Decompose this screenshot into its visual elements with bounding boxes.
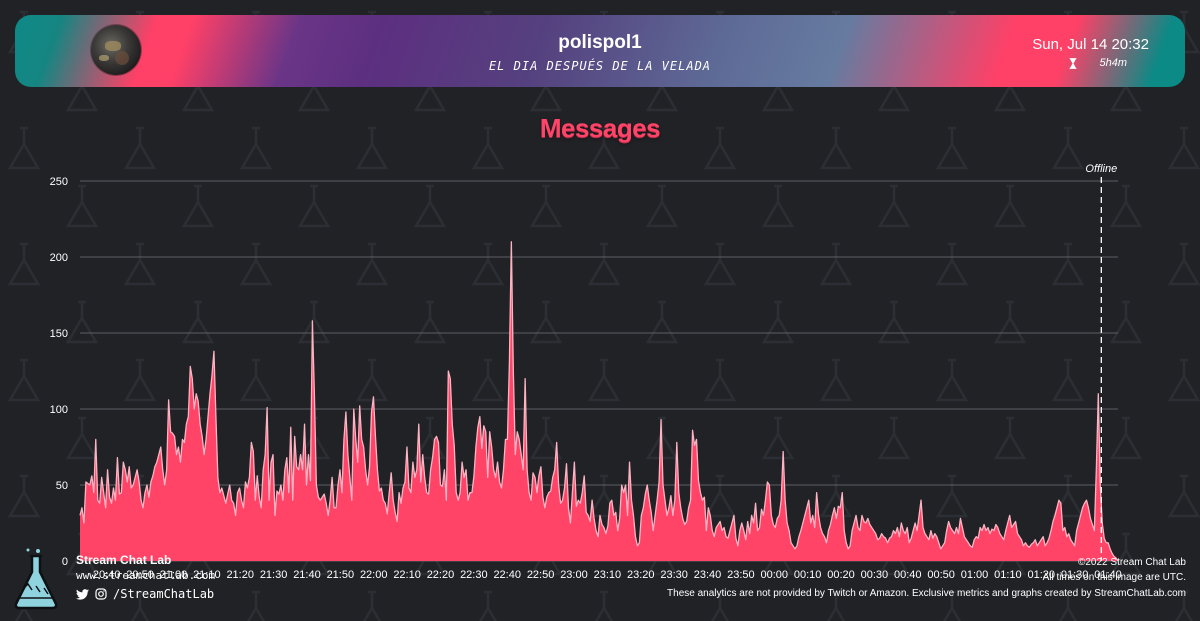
social-links: /StreamChatLab [76, 587, 214, 601]
x-tick-label: 00:40 [894, 569, 922, 581]
x-tick-label: 01:40 [1094, 569, 1122, 581]
x-tick-label: 01:00 [961, 569, 989, 581]
x-tick-label: 21:30 [260, 569, 288, 581]
offline-label: Offline [1085, 163, 1117, 175]
y-tick-label: 50 [56, 480, 68, 492]
x-tick-label: 22:30 [460, 569, 488, 581]
x-tick-label: 23:40 [694, 569, 722, 581]
x-tick-label: 22:10 [393, 569, 421, 581]
timezone-note: All times on this image are UTC. [1042, 572, 1186, 583]
x-tick-label: 23:20 [627, 569, 655, 581]
stream-title: EL DIA DESPUÉS DE LA VELADA [488, 59, 712, 73]
x-tick-label: 22:20 [427, 569, 455, 581]
brand-name: Stream Chat Lab [76, 553, 172, 567]
x-tick-label: 22:40 [493, 569, 521, 581]
x-tick-label: 00:00 [760, 569, 788, 581]
x-tick-label: 23:10 [594, 569, 622, 581]
hourglass-icon [1069, 58, 1077, 69]
x-tick-label: 21:10 [193, 569, 221, 581]
x-tick-label: 23:00 [560, 569, 588, 581]
x-tick-label: 01:30 [1061, 569, 1089, 581]
copyright: ©2022 Stream Chat Lab [1078, 557, 1186, 568]
x-tick-label: 20:50 [126, 569, 154, 581]
stream-date: Sun, Jul 14 20:32 [1032, 36, 1149, 53]
disclaimer: These analytics are not provided by Twit… [667, 588, 1186, 599]
channel-avatar [91, 25, 141, 75]
channel-name: polispol1 [558, 32, 642, 53]
messages-line [79, 241, 1119, 562]
stream-duration: 5h4m [1099, 57, 1127, 69]
x-axis: 20:40 20:50 21:00 21:10 21:20 21:30 21:40 21:50… [93, 569, 1122, 581]
instagram-icon[interactable] [95, 588, 107, 600]
grid-lines [80, 180, 1118, 562]
x-tick-label: 21:40 [293, 569, 321, 581]
area-series [79, 241, 1119, 562]
y-axis: 0 50 100 150 200 250 [50, 176, 68, 568]
x-tick-label: 00:50 [927, 569, 955, 581]
messages-area [80, 241, 1118, 562]
y-tick-label: 100 [50, 404, 68, 416]
x-tick-label: 00:20 [827, 569, 855, 581]
x-tick-label: 00:30 [861, 569, 889, 581]
brand-url[interactable]: www.streamchatlab.com [76, 569, 216, 582]
x-tick-label: 21:00 [160, 569, 188, 581]
x-tick-label: 23:30 [660, 569, 688, 581]
social-handle[interactable]: /StreamChatLab [113, 587, 215, 601]
x-tick-label: 21:20 [226, 569, 254, 581]
x-tick-label: 20:40 [93, 569, 121, 581]
offline-annotation: Offline [1085, 163, 1117, 561]
chart-title: Messages [539, 113, 661, 143]
twitter-icon[interactable] [76, 588, 89, 600]
x-tick-label: 01:20 [1027, 569, 1055, 581]
stream-chat-lab-logo [14, 548, 58, 610]
stream-header: polispol1 EL DIA DESPUÉS DE LA VELADA Su… [15, 15, 1185, 87]
x-tick-label: 01:10 [994, 569, 1022, 581]
y-tick-label: 200 [50, 252, 68, 264]
x-tick-label: 21:50 [327, 569, 355, 581]
x-tick-label: 22:50 [527, 569, 555, 581]
x-tick-label: 22:00 [360, 569, 388, 581]
y-tick-label: 250 [50, 176, 68, 188]
y-tick-label: 150 [50, 328, 68, 340]
y-tick-label: 0 [62, 556, 68, 568]
x-tick-label: 00:10 [794, 569, 822, 581]
x-tick-label: 23:50 [727, 569, 755, 581]
